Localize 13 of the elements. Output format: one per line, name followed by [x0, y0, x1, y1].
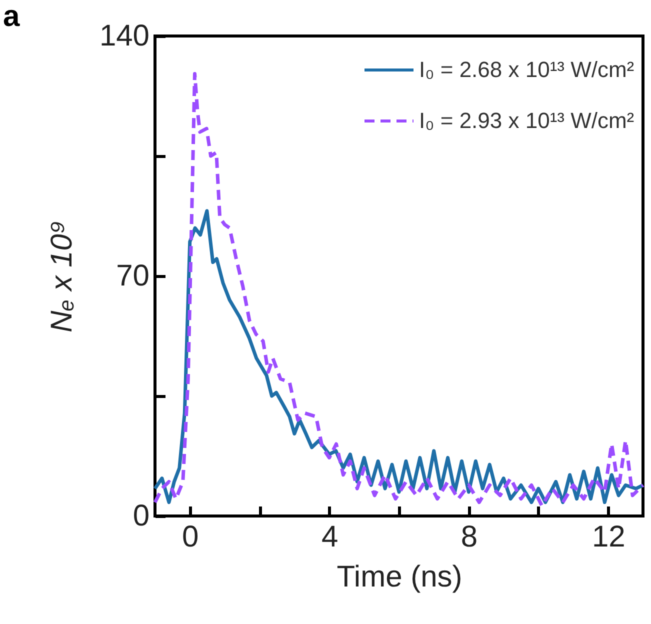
y-axis-title: Nₑ x 10⁹: [45, 220, 78, 332]
x-tick-label: 4: [321, 520, 338, 554]
x-tick-label: 0: [182, 520, 199, 554]
line-series: [153, 209, 645, 504]
legend-label: I₀ = 2.68 x 10¹³ W/cm²: [419, 57, 634, 82]
y-tick-label: 140: [99, 20, 150, 52]
y-tick-label: 0: [132, 500, 150, 532]
chart-title: a: [3, 0, 20, 33]
x-axis-title: Time (ns): [336, 560, 462, 594]
x-tick-label: 8: [460, 520, 478, 554]
legend-label: I₀ = 2.93 x 10¹³ W/cm²: [419, 108, 634, 133]
x-tick-label: 12: [592, 520, 626, 554]
y-tick-label: 70: [116, 260, 150, 292]
